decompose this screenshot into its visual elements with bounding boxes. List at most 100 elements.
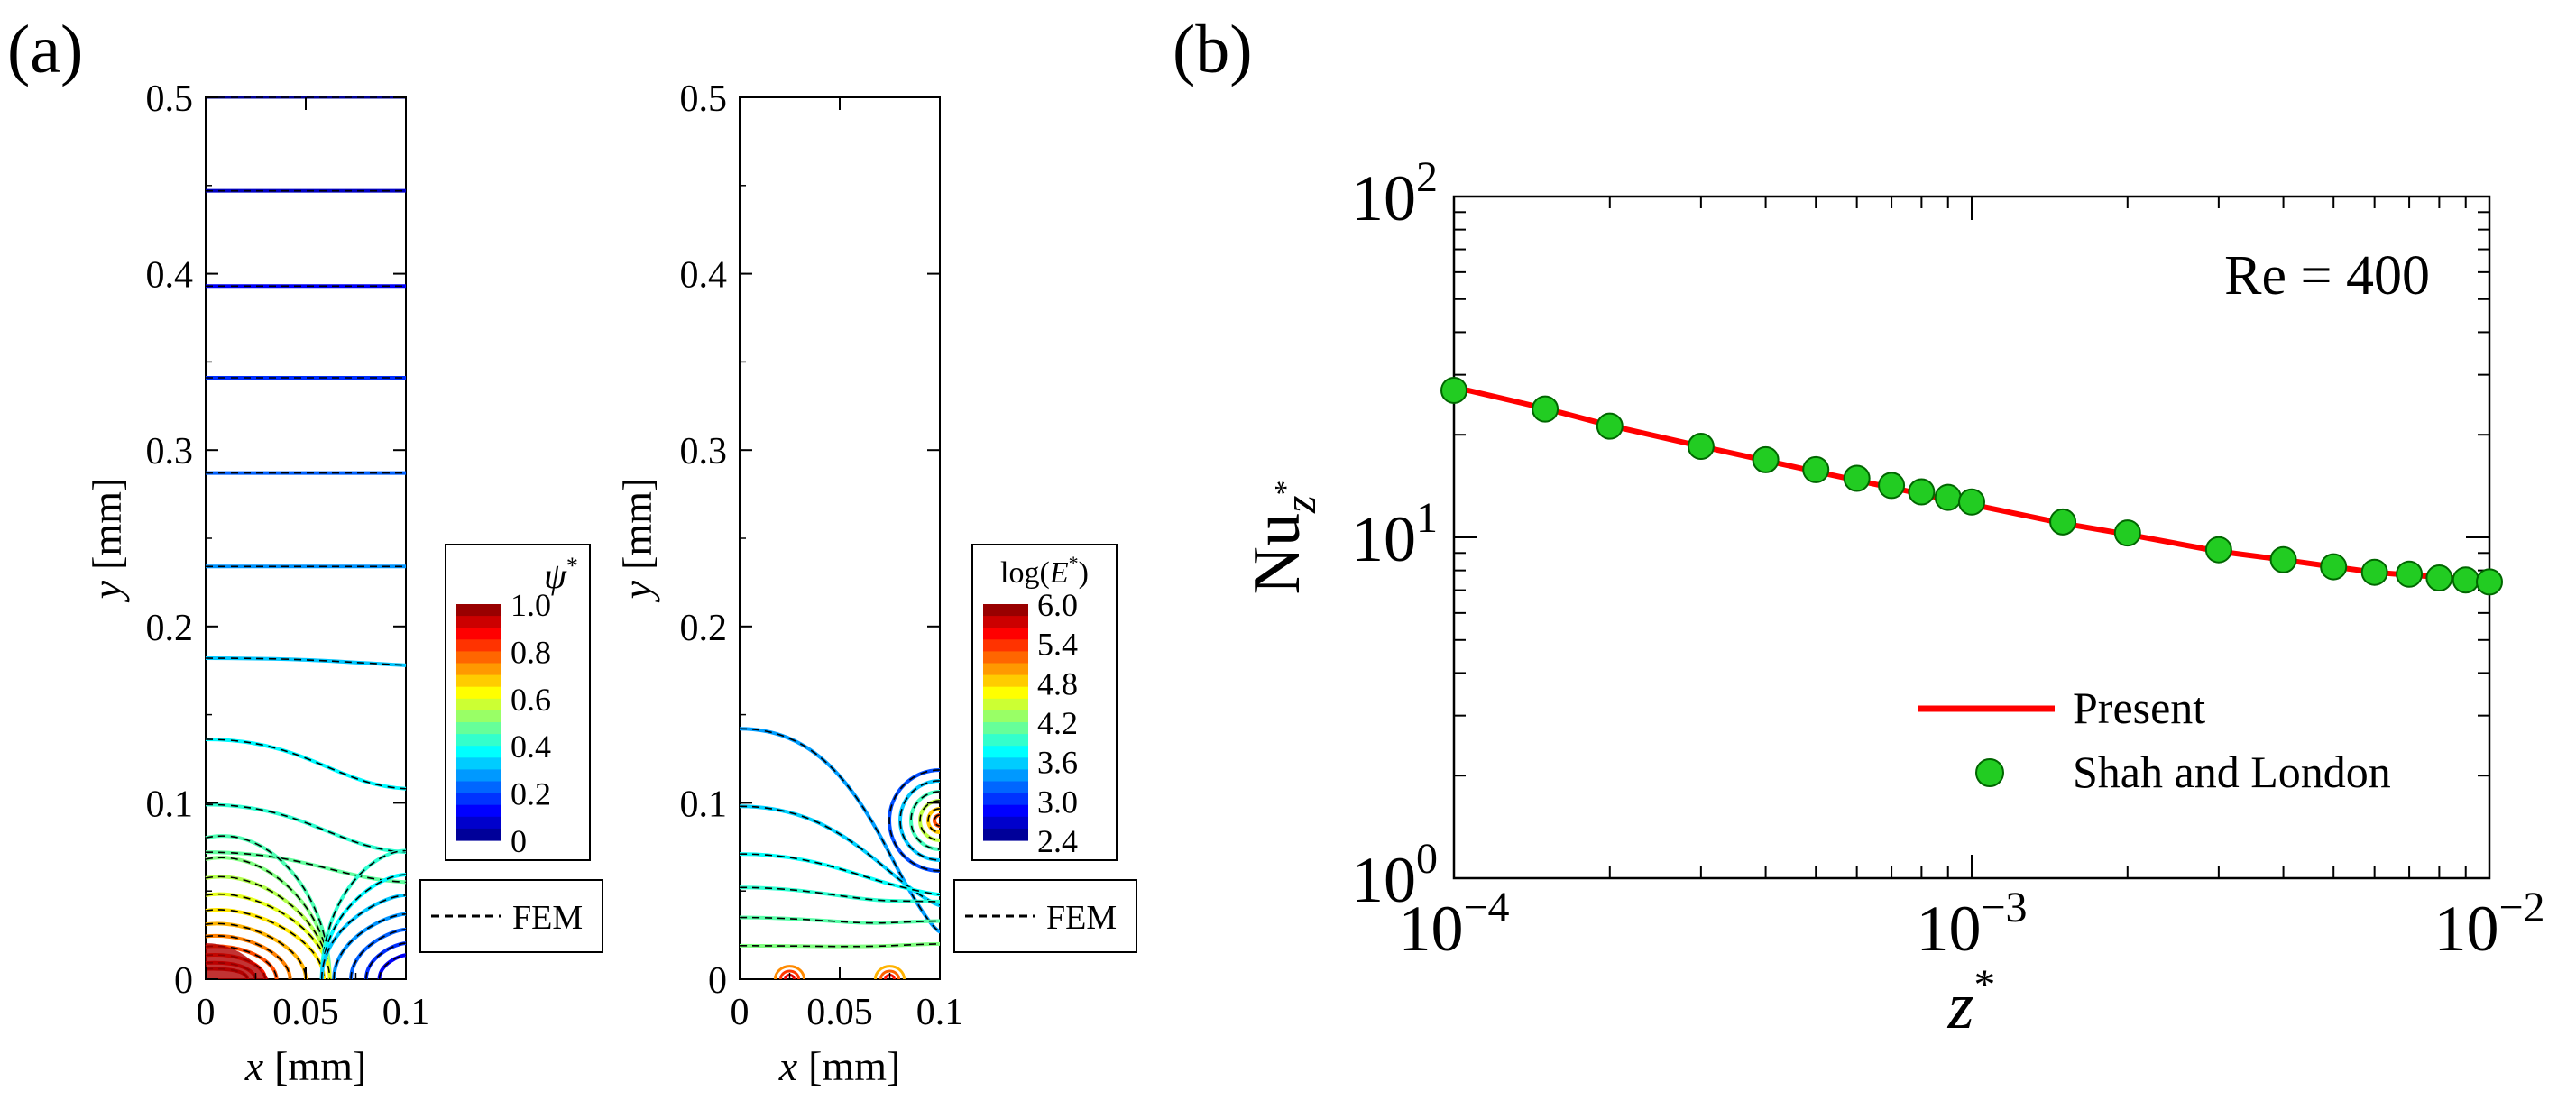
colorbar-tick-label: 0.8 bbox=[511, 634, 551, 670]
colorbar-band bbox=[456, 781, 501, 794]
colorbar-band bbox=[456, 769, 501, 783]
contour-line bbox=[888, 767, 941, 873]
x-tick-label: 0.05 bbox=[272, 992, 339, 1033]
shah-london-point bbox=[1596, 412, 1624, 440]
x-axis-sup: * bbox=[1973, 961, 1995, 1009]
contour-line bbox=[205, 656, 407, 667]
y-tick-labels: 100 101 102 bbox=[1351, 153, 1438, 916]
x-axis-var: x bbox=[778, 1043, 798, 1089]
colorbar-band bbox=[983, 639, 1028, 652]
shah-london-point bbox=[2476, 568, 2503, 596]
colorbar-tick-label: 4.2 bbox=[1037, 705, 1078, 741]
legend-shah-london-marker bbox=[1975, 758, 2004, 787]
fem-contour-line bbox=[205, 893, 331, 980]
fem-legend: FEM bbox=[953, 879, 1137, 953]
y-axis-label: Nuz* bbox=[1240, 481, 1325, 595]
x-axis-unit: [mm] bbox=[274, 1043, 366, 1089]
colorbar-band bbox=[456, 816, 501, 830]
y-tick-label: 100 bbox=[1351, 835, 1438, 916]
y-tick-label: 0.1 bbox=[680, 784, 728, 825]
colorbar-band bbox=[456, 804, 501, 818]
fem-contour-line bbox=[205, 922, 307, 980]
colorbar-band bbox=[456, 757, 501, 770]
contour-line bbox=[774, 965, 805, 980]
source-region bbox=[206, 943, 269, 979]
y-axis-label: y [mm] bbox=[84, 478, 130, 603]
colorbar-band bbox=[456, 651, 501, 665]
fem-legend: FEM bbox=[419, 879, 603, 953]
contour-line bbox=[874, 965, 906, 980]
axis-ticks bbox=[205, 96, 407, 980]
panel-a-label: (a) bbox=[7, 12, 83, 87]
axis-ticks bbox=[1453, 196, 2490, 879]
x-axis-var: z bbox=[1947, 969, 1974, 1043]
colorbar-tick-label: 6.0 bbox=[1037, 587, 1078, 623]
y-tick-label: 0 bbox=[174, 960, 193, 1002]
colorbar-band bbox=[983, 674, 1028, 688]
y-tick-label: 0.5 bbox=[146, 78, 194, 120]
fem-contour-line bbox=[205, 803, 407, 853]
x-axis-label: x [mm] bbox=[778, 1043, 901, 1089]
colorbar-tick-label: 0.6 bbox=[511, 682, 551, 718]
fem-contour-line bbox=[320, 874, 407, 980]
fem-contour-line bbox=[888, 769, 941, 872]
shah-london-point bbox=[1532, 395, 1559, 423]
colorbar-band bbox=[456, 628, 501, 640]
colorbar-band bbox=[456, 663, 501, 676]
colorbar-band bbox=[983, 686, 1028, 700]
shah-london-point bbox=[2269, 545, 2297, 573]
colorbar-band bbox=[456, 793, 501, 806]
colorbar-band bbox=[983, 769, 1028, 783]
colorbar-band bbox=[983, 804, 1028, 818]
colorbar-title-sup: * bbox=[566, 553, 578, 579]
y-axis-sub: z bbox=[1274, 496, 1325, 514]
colorbar-title-sup: * bbox=[1069, 552, 1079, 574]
shah-london-point bbox=[2113, 519, 2141, 547]
colorbar-tick-label: 3.0 bbox=[1037, 784, 1078, 820]
colorbar-tick-label: 1.0 bbox=[511, 587, 551, 623]
colorbar-title-symbol: E bbox=[1049, 556, 1069, 590]
y-axis-main: Nu bbox=[1240, 513, 1314, 594]
y-axis-unit: [mm] bbox=[84, 478, 130, 570]
fem-contour-line bbox=[739, 728, 941, 932]
fem-contour-line bbox=[333, 913, 407, 980]
colorbar-band bbox=[983, 722, 1028, 735]
y-tick-label: 0.4 bbox=[146, 255, 194, 297]
shah-london-point bbox=[1958, 488, 1985, 516]
shah-london-point bbox=[1440, 376, 1467, 404]
y-axis-var: y bbox=[614, 580, 660, 602]
colorbar-band bbox=[983, 734, 1028, 747]
colorbar-band bbox=[456, 604, 501, 617]
x-tick-label: 0.05 bbox=[806, 992, 873, 1033]
y-tick-label: 0.2 bbox=[680, 608, 728, 649]
colorbar-band bbox=[456, 828, 501, 841]
shah-london-point bbox=[1843, 464, 1871, 492]
y-tick-label: 0.3 bbox=[680, 431, 728, 472]
energy-plot: 0 0.05 0.1 00.10.20.30.40.5 x [mm] y[mm] bbox=[614, 78, 963, 1089]
colorbar-band bbox=[456, 746, 501, 758]
legend-shah-london-label: Shah and London bbox=[2073, 747, 2391, 797]
colorbar-bands bbox=[456, 604, 501, 841]
colorbar-psi: ψ* 1.0 0.8 0.6 0.4 0.2 0 bbox=[445, 544, 591, 861]
y-tick-label: 0.3 bbox=[146, 431, 194, 472]
shah-london-point bbox=[2396, 560, 2424, 588]
shah-london-point bbox=[2320, 553, 2348, 581]
fem-contour-line bbox=[927, 808, 941, 833]
legend-present-label: Present bbox=[2073, 683, 2205, 733]
x-axis-var: x bbox=[244, 1043, 264, 1089]
x-axis-unit: [mm] bbox=[808, 1043, 900, 1089]
y-tick-label: 0.4 bbox=[680, 255, 728, 297]
x-tick-label: 10−3 bbox=[1916, 884, 2027, 965]
colorbar-title: ψ* bbox=[544, 553, 578, 596]
shah-london-point bbox=[1878, 472, 1906, 500]
axis-ticks bbox=[739, 96, 941, 980]
fem-contour-line bbox=[739, 886, 941, 903]
x-tick-label: 0 bbox=[197, 992, 216, 1033]
colorbar-band bbox=[983, 616, 1028, 628]
shah-london-point bbox=[1802, 455, 1830, 483]
y-tick-labels: 0 0.1 0.2 0.3 0.4 0.5 bbox=[146, 78, 194, 1002]
fem-contour-line bbox=[350, 929, 407, 980]
colorbar-band bbox=[983, 757, 1028, 770]
colorbar-tick-label: 0.2 bbox=[511, 776, 551, 812]
